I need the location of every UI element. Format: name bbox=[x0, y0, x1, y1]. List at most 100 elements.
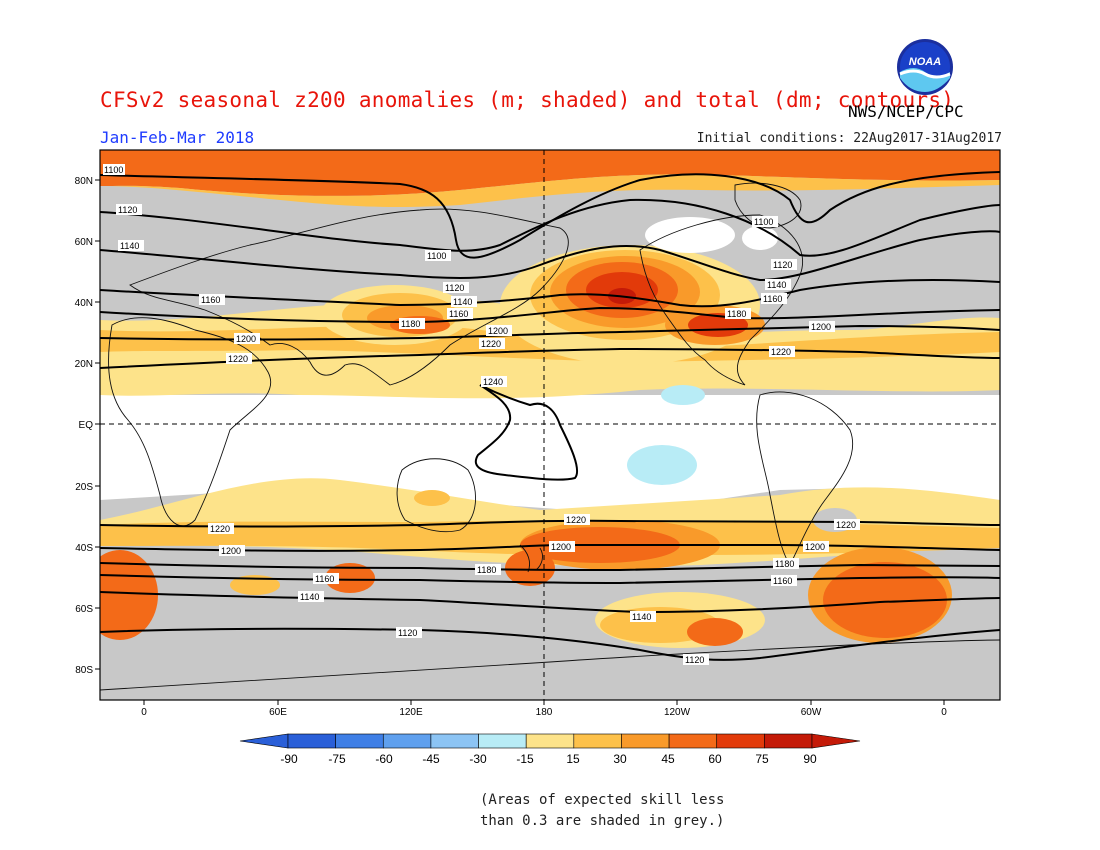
satl-red bbox=[823, 562, 947, 638]
contour-label-1220-e-bg bbox=[564, 514, 590, 525]
colorbar-cell bbox=[668, 733, 718, 749]
colorbar-label-30: 30 bbox=[613, 752, 627, 766]
coast-greenland bbox=[734, 182, 802, 229]
lon-label-60w: 60W bbox=[801, 707, 822, 718]
contour-label-1140-e-bg bbox=[630, 611, 656, 622]
contour-label-1180-a-bg bbox=[399, 318, 425, 329]
contour-label-1220-c: 1220 bbox=[771, 347, 791, 357]
arctic-band bbox=[100, 150, 1000, 196]
contour-label-1140-a: 1140 bbox=[120, 241, 139, 251]
contour-label-1120-c: 1120 bbox=[773, 260, 792, 270]
contour-1140-sh bbox=[100, 591, 1000, 614]
colorbar-cell bbox=[621, 733, 670, 749]
agency-label: NWS/NCEP/CPC bbox=[848, 102, 964, 121]
contour-label-1140-b-bg bbox=[451, 296, 477, 307]
lon-label-120e: 120E bbox=[399, 707, 423, 718]
contour-label-1120-a: 1120 bbox=[118, 205, 137, 215]
colorbar-arrow-left bbox=[239, 733, 289, 749]
spac-red-west bbox=[505, 550, 555, 586]
lon-label-0-east: 0 bbox=[941, 707, 947, 718]
coast-australia bbox=[396, 458, 476, 533]
contour-label-1220-b-bg bbox=[479, 338, 505, 349]
contour-label-1160-b: 1160 bbox=[449, 309, 468, 319]
colorbar-cell bbox=[764, 733, 813, 749]
contour-label-1220-a-bg bbox=[226, 353, 252, 364]
initial-conditions: Initial conditions: 22Aug2017-31Aug2017 bbox=[696, 131, 1002, 146]
arctic-band-orange bbox=[100, 174, 1000, 208]
contour-1180-nh bbox=[100, 306, 1000, 324]
contour-label-1220-e: 1220 bbox=[566, 515, 586, 525]
contour-label-1200-e: 1200 bbox=[551, 542, 571, 552]
noaa-logo-text: NOAA bbox=[909, 56, 941, 68]
contour-label-1140-d-bg bbox=[298, 591, 324, 602]
colorbar-label-m15: -15 bbox=[516, 752, 534, 766]
colorbar-cell bbox=[430, 733, 479, 749]
contour-label-1160-e-bg bbox=[771, 575, 797, 586]
lon-label-0-west: 0 bbox=[141, 707, 147, 718]
contour-label-1100-a-bg bbox=[103, 164, 125, 175]
contour-1200-nh bbox=[100, 324, 1000, 341]
contour-label-1120-e: 1120 bbox=[685, 655, 704, 665]
chart-title: CFSv2 seasonal z200 anomalies (m; shaded… bbox=[100, 88, 955, 112]
contour-label-1120-e-bg bbox=[683, 654, 709, 665]
contour-1240 bbox=[475, 384, 579, 481]
colorbar-cell bbox=[382, 733, 432, 749]
forecast-period: Jan-Feb-Mar 2018 bbox=[100, 128, 255, 147]
contour-1180-sh bbox=[100, 562, 1000, 572]
contour-label-1200-f: 1200 bbox=[805, 542, 825, 552]
lon-axis: 0 60E 120E 180 120W 60W 0 bbox=[141, 700, 947, 718]
contour-label-1120-a-bg bbox=[116, 204, 142, 215]
contour-label-1140-b: 1140 bbox=[453, 297, 472, 307]
contour-1160-sh bbox=[100, 574, 1000, 585]
contour-label-1180-b: 1180 bbox=[727, 309, 746, 319]
contour-label-1200-b-bg bbox=[486, 325, 512, 336]
anomaly-shading bbox=[100, 150, 1000, 700]
contour-label-1220-f-bg bbox=[834, 519, 860, 530]
sio-light bbox=[230, 575, 280, 595]
contour-label-1200-b: 1200 bbox=[488, 326, 508, 336]
coast-south-america bbox=[756, 391, 854, 566]
contour-label-1200-e-bg bbox=[549, 541, 575, 552]
lat-label-20s: 20S bbox=[75, 482, 93, 493]
contour-label-1180-d-bg bbox=[773, 558, 799, 569]
contour-label-1200-f-bg bbox=[803, 541, 829, 552]
spac-red-south bbox=[687, 618, 743, 646]
contour-label-1180-b-bg bbox=[725, 308, 751, 319]
contour-label-1200-a-bg bbox=[234, 333, 260, 344]
contour-label-1160-d-bg bbox=[313, 573, 339, 584]
lat-axis: 80N 60N 40N 20N EQ 20S 40S 60S 80S bbox=[75, 176, 100, 676]
contour-label-1140-e: 1140 bbox=[632, 612, 651, 622]
contour-label-1140-a-bg bbox=[118, 240, 144, 251]
contour-label-1100-b: 1100 bbox=[427, 251, 446, 261]
map-frame bbox=[99, 149, 1001, 701]
colorbar-label-75: 75 bbox=[755, 752, 769, 766]
colorbar-arrow-right bbox=[811, 733, 861, 749]
contour-label-1220-d-bg bbox=[208, 523, 234, 534]
contour-label-1140-c: 1140 bbox=[767, 280, 786, 290]
canada-white bbox=[645, 217, 735, 253]
lat-label-60n: 60N bbox=[75, 237, 93, 248]
contour-1220-nh bbox=[100, 347, 1000, 369]
contour-label-1120-b: 1120 bbox=[445, 283, 464, 293]
contour-1140-nh bbox=[100, 230, 1000, 282]
lon-label-180: 180 bbox=[536, 707, 553, 718]
colorbar-label-m60: -60 bbox=[375, 752, 393, 766]
contour-label-1160-c-bg bbox=[761, 293, 787, 304]
contour-label-1220-c-bg bbox=[769, 346, 795, 357]
lat-label-40s: 40S bbox=[75, 543, 93, 554]
colorbar-label-60: 60 bbox=[708, 752, 722, 766]
contour-label-1140-d: 1140 bbox=[300, 592, 319, 602]
contour-label-1100-c: 1100 bbox=[754, 217, 773, 227]
contour-1100-nh bbox=[100, 171, 1000, 259]
contour-label-1220-f: 1220 bbox=[836, 520, 856, 530]
colorbar-label-90: 90 bbox=[803, 752, 817, 766]
colorbar-label-m90: -90 bbox=[280, 752, 298, 766]
colorbar-cell bbox=[287, 733, 336, 749]
contour-1160-nh bbox=[100, 279, 1000, 308]
colorbar-label-45: 45 bbox=[661, 752, 675, 766]
sio-red bbox=[325, 563, 375, 593]
contour-label-1220-b: 1220 bbox=[481, 339, 501, 349]
lon-label-60e: 60E bbox=[269, 707, 287, 718]
contour-label-1140-c-bg bbox=[765, 279, 791, 290]
